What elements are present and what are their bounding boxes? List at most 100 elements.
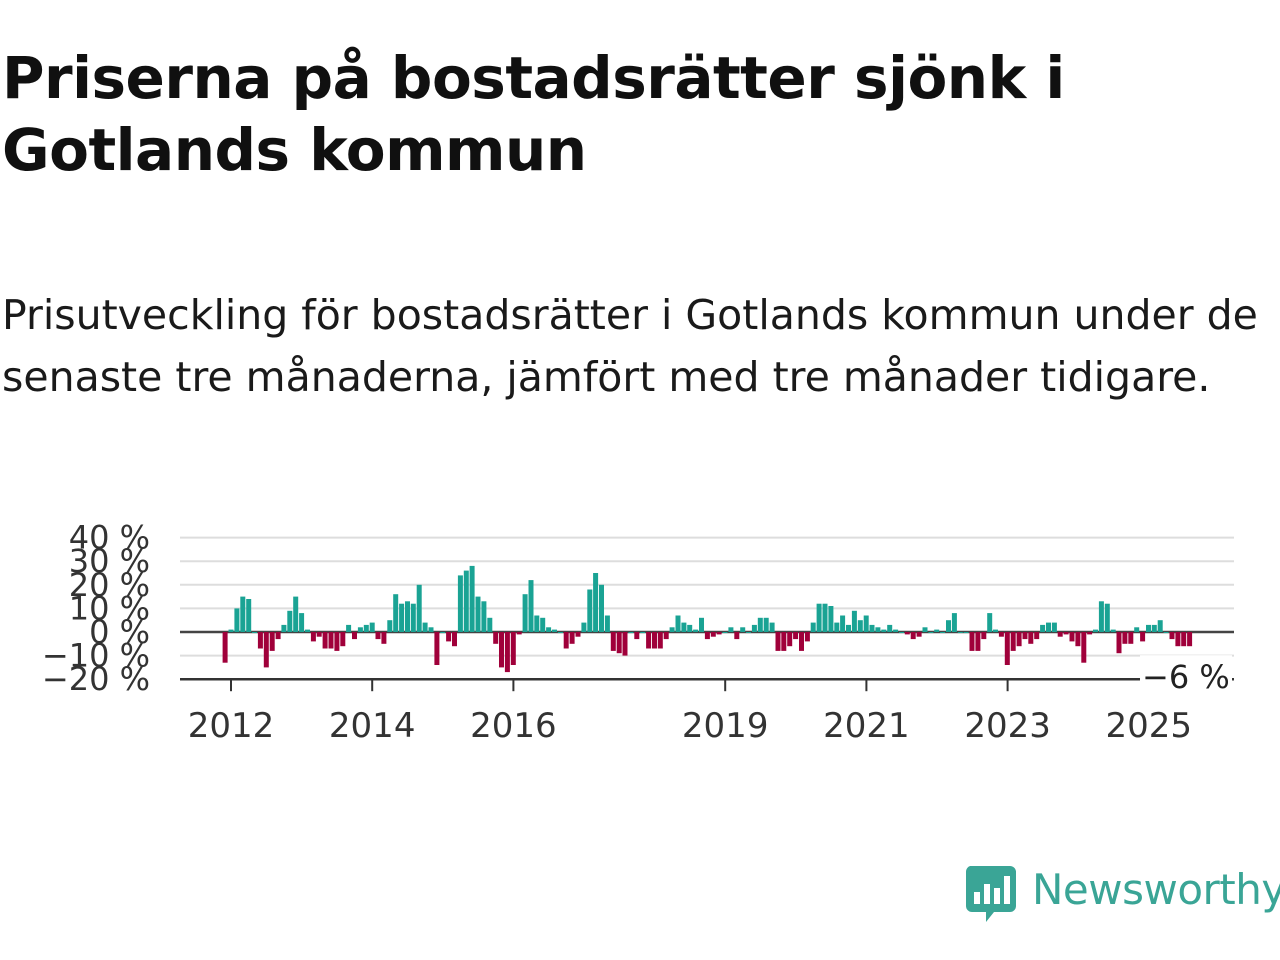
bar: [834, 622, 840, 632]
bar: [1175, 632, 1181, 647]
bar: [552, 629, 557, 632]
bar: [1110, 629, 1116, 632]
bar: [934, 629, 940, 632]
y-tick-label: 40 %: [69, 519, 150, 557]
bar: [957, 632, 963, 633]
y-tick-label: 0 %: [89, 613, 150, 651]
bar: [946, 620, 951, 632]
x-tick-label: 2019: [682, 706, 769, 746]
bar: [1128, 632, 1134, 644]
y-axis-labels: 40 %30 %20 %10 %0 %−10 %−20 %: [42, 519, 150, 699]
bar: [622, 632, 628, 656]
x-tick-label: 2016: [470, 706, 557, 746]
bar: [363, 624, 369, 632]
bar: [446, 632, 452, 642]
bar: [963, 632, 969, 633]
y-tick-label: 10 %: [69, 589, 150, 627]
bar: [387, 620, 393, 632]
grid-layer: [180, 536, 1234, 681]
bar: [328, 632, 334, 649]
bar: [487, 617, 493, 632]
bar: [381, 632, 387, 644]
x-tick-label: 2021: [823, 706, 910, 746]
bar: [522, 594, 528, 632]
bar: [981, 632, 987, 640]
bar: [1146, 624, 1151, 632]
bar: [405, 601, 410, 632]
bar: [669, 627, 675, 632]
bar: [681, 622, 687, 632]
bar: [375, 632, 381, 640]
bar: [469, 565, 475, 632]
bar: [604, 615, 610, 632]
bar: [828, 606, 834, 632]
x-tick-label: 2023: [964, 706, 1051, 746]
bar: [599, 584, 604, 632]
last-value-background: [1140, 655, 1232, 696]
bar: [569, 632, 575, 644]
bar: [1051, 622, 1057, 632]
bar: [793, 632, 799, 640]
bar: [393, 594, 399, 632]
bar: [716, 632, 722, 635]
bar: [822, 603, 828, 632]
bar: [975, 632, 981, 651]
bar: [1004, 632, 1010, 665]
bar: [1169, 632, 1175, 640]
bar: [463, 570, 469, 632]
bar: [563, 632, 569, 649]
bar: [440, 632, 446, 633]
bar: [540, 617, 546, 632]
bar: [746, 632, 751, 633]
bar: [799, 632, 804, 651]
bar: [640, 632, 646, 633]
bar: [275, 632, 281, 640]
newsworthy-logo-icon: [965, 866, 1016, 922]
bar: [687, 624, 693, 632]
bar: [422, 622, 428, 632]
x-axis: 2012 2014 2016 2019 2021 2023 2025: [180, 677, 1234, 746]
bar: [257, 632, 263, 649]
bar: [1063, 632, 1069, 635]
bar: [634, 632, 640, 640]
newsworthy-logo[interactable]: Newsworthy: [962, 864, 1280, 928]
bar: [710, 632, 716, 637]
y-tick-label: −10 %: [42, 637, 150, 675]
bar: [740, 627, 746, 632]
bar: [881, 629, 887, 632]
bar: [504, 632, 510, 673]
bar: [516, 632, 522, 635]
x-tick-label: 2012: [188, 706, 275, 746]
bar: [757, 617, 763, 632]
bar: [481, 601, 487, 632]
bar: [987, 613, 993, 632]
x-tick-label: 2014: [329, 706, 416, 746]
y-tick-label: 30 %: [69, 542, 150, 580]
bar: [546, 627, 552, 632]
bar: [699, 617, 704, 632]
bar: [998, 632, 1004, 637]
bar: [899, 632, 904, 633]
bar: [410, 603, 416, 632]
bar: [299, 613, 305, 632]
bar: [1016, 632, 1022, 647]
bar: [657, 632, 663, 649]
bar: [305, 629, 310, 632]
bar: [804, 632, 810, 642]
bar: [1046, 622, 1051, 632]
bar: [269, 632, 275, 651]
bar: [528, 580, 534, 632]
bar: [1163, 632, 1169, 633]
bar: [557, 632, 563, 633]
bar: [851, 610, 857, 632]
last-value-label: −6 %: [1142, 658, 1230, 696]
bar: [616, 632, 622, 654]
newsworthy-logo-text: Newsworthy: [1032, 865, 1280, 914]
bar: [287, 610, 293, 632]
bar: [846, 624, 851, 632]
bar: [452, 632, 457, 647]
bar: [993, 629, 998, 632]
bar: [904, 632, 910, 635]
bar: [428, 627, 434, 632]
bar: [263, 632, 269, 668]
